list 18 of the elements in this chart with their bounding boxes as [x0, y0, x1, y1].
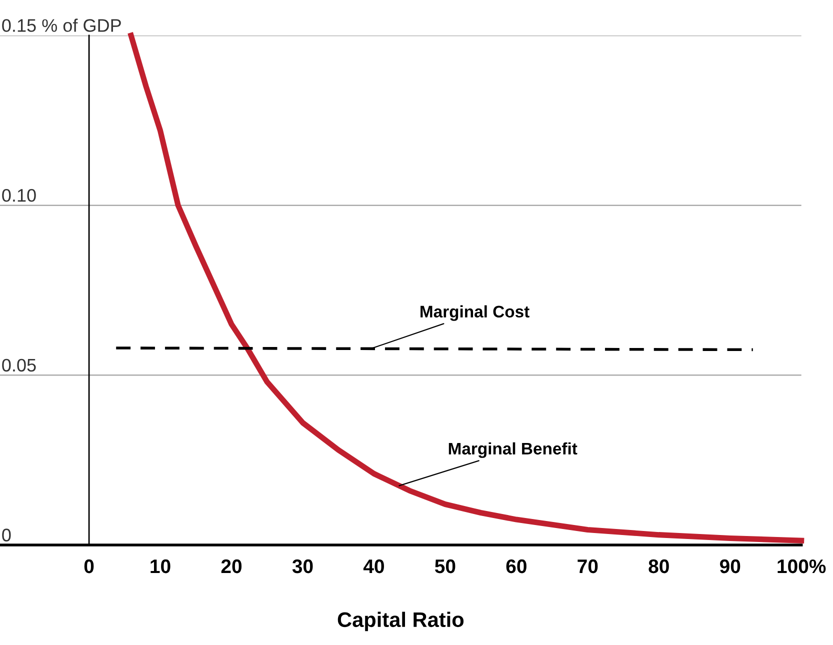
x-tick-label: 60 [506, 559, 526, 574]
x-axis-title: Capital Ratio [338, 612, 464, 632]
y-tick-label: 0.15 % of GDP [2, 18, 121, 32]
x-tick-label: 40 [363, 559, 384, 574]
y-tick-label: 0 [2, 528, 11, 542]
text: Marginal Benefit [448, 442, 578, 458]
y-tick-label: 0.10 [2, 188, 36, 202]
series-label: Marginal Cost [420, 305, 530, 321]
x-tick-label: 0 [84, 559, 94, 574]
x-tick-label: 20 [221, 559, 242, 574]
x-tick-label: 50 [434, 559, 456, 574]
x-tick-label: 70 [578, 559, 598, 574]
x-tick-label: 30 [292, 559, 313, 574]
x-tick-label: 10 [150, 559, 170, 574]
y-tick-label: 0.05 [2, 358, 36, 372]
x-tick-label: 100% [778, 559, 826, 574]
x-tick-label: 80 [648, 559, 669, 574]
x-tick-label: 90 [720, 559, 740, 574]
